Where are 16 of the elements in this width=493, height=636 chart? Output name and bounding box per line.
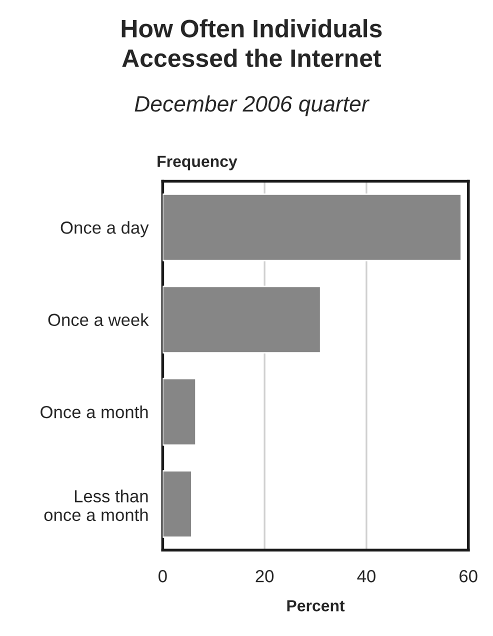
x-tick-label: 40 <box>357 570 376 582</box>
x-tick-label: 0 <box>158 570 167 582</box>
y-tick-label: Once a day <box>60 221 149 238</box>
bar <box>162 286 322 354</box>
y-tick-label: Once a month <box>40 406 148 418</box>
x-tick-label: 20 <box>256 570 274 582</box>
x-axis-title: Percent <box>287 600 345 612</box>
bar <box>162 470 192 538</box>
chart-title: How Often Individuals Accessed the Internet <box>122 19 382 68</box>
y-axis-title: Frequency <box>158 156 238 170</box>
bar <box>162 378 196 446</box>
chart-subtitle: December 2006 quarter <box>134 95 370 116</box>
y-tick-label: Less than once a month <box>44 490 148 522</box>
bar <box>162 193 462 262</box>
y-tick-label: Once a week <box>48 313 149 326</box>
x-tick-label: 60 <box>460 570 478 582</box>
